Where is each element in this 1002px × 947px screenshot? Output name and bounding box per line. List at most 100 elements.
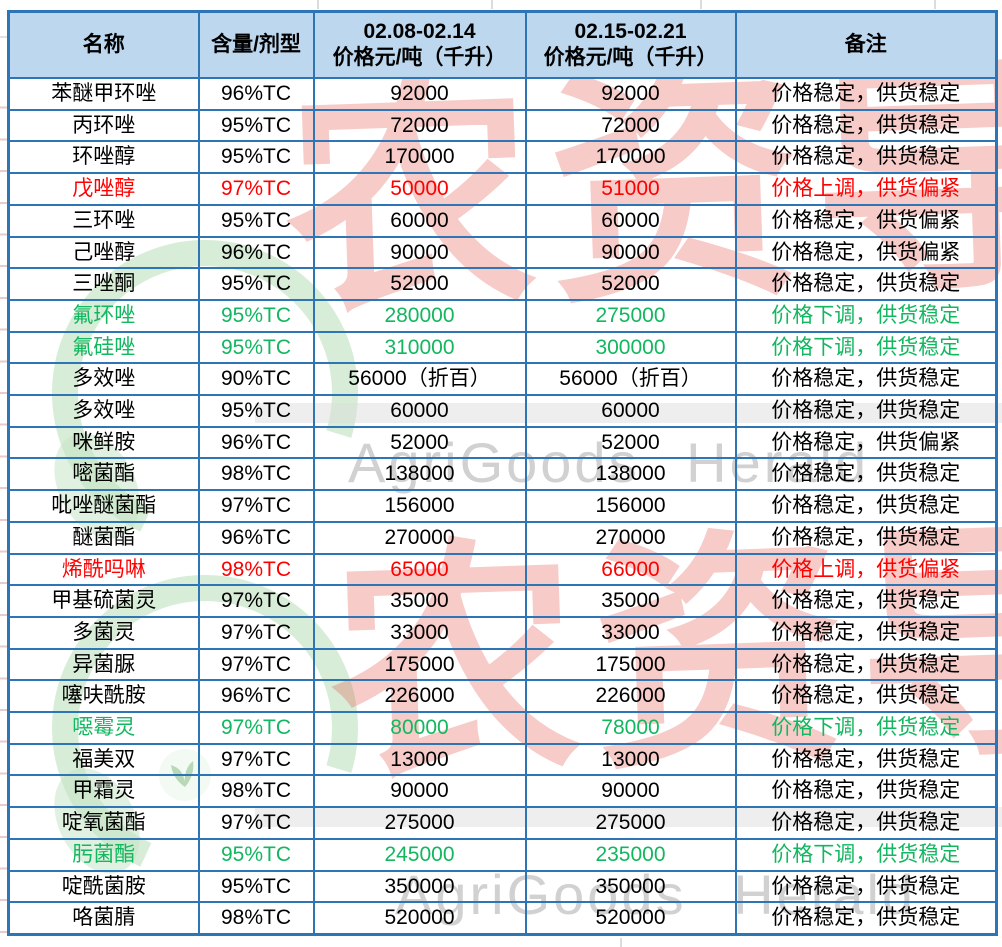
- cell-remark: 价格稳定，供货偏紧: [734, 203, 998, 238]
- cell-week2-price: 270000: [524, 520, 737, 555]
- cell-week1-price: 280000: [312, 298, 527, 333]
- gridline-stub: [0, 36, 7, 38]
- cell-week1-price: 275000: [312, 806, 527, 840]
- cell-week2-price: 170000: [524, 140, 737, 175]
- col-header-week1: 02.08-02.14 价格元/吨（千升）: [312, 10, 527, 79]
- cell-remark: 价格稳定，供货稳定: [734, 774, 998, 809]
- cell-spec: 95%TC: [197, 267, 315, 301]
- row-gridline-stubs: [0, 77, 7, 939]
- header-row: 名称 含量/剂型 02.08-02.14 价格元/吨（千升） 02.15-02.…: [7, 10, 998, 79]
- cell-week1-price: 92000: [312, 77, 527, 111]
- cell-week1-price: 310000: [312, 330, 527, 365]
- cell-product-name: 环唑醇: [7, 140, 200, 175]
- table-row: 肟菌酯 95%TC 245000 235000 价格下调，供货稳定: [7, 837, 998, 872]
- cell-spec: 97%TC: [197, 647, 315, 682]
- table-row: 苯醚甲环唑 96%TC 92000 92000 价格稳定，供货稳定: [7, 77, 998, 111]
- cell-week2-price: 52000: [524, 425, 737, 460]
- cell-spec: 98%TC: [197, 552, 315, 587]
- cell-week1-price: 60000: [312, 394, 527, 428]
- cell-product-name: 甲霜灵: [7, 774, 200, 809]
- cell-spec: 95%TC: [197, 298, 315, 333]
- gridline-stub: [700, 0, 702, 9]
- cell-remark: 价格稳定，供货稳定: [734, 520, 998, 555]
- cell-remark: 价格稳定，供货稳定: [734, 108, 998, 143]
- cell-week2-price: 175000: [524, 647, 737, 682]
- price-table-body: 苯醚甲环唑 96%TC 92000 92000 价格稳定，供货稳定 丙环唑 95…: [7, 77, 998, 936]
- cell-product-name: 氟环唑: [7, 298, 200, 333]
- cell-week2-price: 156000: [524, 489, 737, 523]
- cell-week1-price: 33000: [312, 615, 527, 650]
- table-row: 啶酰菌胺 95%TC 350000 350000 价格稳定，供货稳定: [7, 869, 998, 904]
- table-row: 多效唑 95%TC 60000 60000 价格稳定，供货稳定: [7, 394, 998, 428]
- cell-spec: 95%TC: [197, 203, 315, 238]
- table-row: 烯酰吗啉 98%TC 65000 66000 价格上调，供货偏紧: [7, 552, 998, 587]
- table-row: 氟硅唑 95%TC 310000 300000 价格下调，供货稳定: [7, 330, 998, 365]
- price-table-header: 名称 含量/剂型 02.08-02.14 价格元/吨（千升） 02.15-02.…: [7, 10, 998, 79]
- cell-product-name: 氟硅唑: [7, 330, 200, 365]
- cell-week1-price: 65000: [312, 552, 527, 587]
- cell-remark: 价格稳定，供货稳定: [734, 140, 998, 175]
- cell-product-name: 丙环唑: [7, 108, 200, 143]
- gridline-stub: [317, 0, 319, 9]
- table-row: 咪鲜胺 96%TC 52000 52000 价格稳定，供货偏紧: [7, 425, 998, 460]
- gridline-stub: [620, 938, 622, 947]
- table-row: 三唑酮 95%TC 52000 52000 价格稳定，供货稳定: [7, 267, 998, 301]
- table-row: 三环唑 95%TC 60000 60000 价格稳定，供货偏紧: [7, 203, 998, 238]
- cell-week2-price: 56000（折百）: [524, 362, 737, 397]
- cell-spec: 97%TC: [197, 615, 315, 650]
- table-row: 己唑醇 96%TC 90000 90000 价格稳定，供货偏紧: [7, 235, 998, 270]
- cell-spec: 95%TC: [197, 108, 315, 143]
- cell-week1-price: 72000: [312, 108, 527, 143]
- table-row: 嘧菌酯 98%TC 138000 138000 价格稳定，供货稳定: [7, 457, 998, 492]
- cell-spec: 96%TC: [197, 235, 315, 270]
- cell-week1-price: 80000: [312, 711, 527, 745]
- cell-spec: 97%TC: [197, 806, 315, 840]
- cell-week2-price: 92000: [524, 77, 737, 111]
- cell-product-name: 烯酰吗啉: [7, 552, 200, 587]
- col-header-week2: 02.15-02.21 价格元/吨（千升）: [524, 10, 737, 79]
- cell-product-name: 多菌灵: [7, 615, 200, 650]
- cell-product-name: 异菌脲: [7, 647, 200, 682]
- cell-remark: 价格下调，供货稳定: [734, 837, 998, 872]
- cell-week1-price: 50000: [312, 172, 527, 206]
- cell-product-name: 多效唑: [7, 362, 200, 397]
- cell-remark: 价格稳定，供货稳定: [734, 394, 998, 428]
- cell-week2-price: 226000: [524, 679, 737, 714]
- cell-week2-price: 51000: [524, 172, 737, 206]
- table-row: 噁霉灵 97%TC 80000 78000 价格下调，供货稳定: [7, 711, 998, 745]
- cell-week2-price: 33000: [524, 615, 737, 650]
- cell-week2-price: 60000: [524, 203, 737, 238]
- cell-week2-price: 138000: [524, 457, 737, 492]
- cell-remark: 价格稳定，供货稳定: [734, 362, 998, 397]
- table-row: 多效唑 90%TC 56000（折百） 56000（折百） 价格稳定，供货稳定: [7, 362, 998, 397]
- cell-week2-price: 35000: [524, 584, 737, 618]
- table-row: 甲基硫菌灵 97%TC 35000 35000 价格稳定，供货稳定: [7, 584, 998, 618]
- cell-spec: 95%TC: [197, 394, 315, 428]
- cell-week1-price: 90000: [312, 774, 527, 809]
- cell-spec: 95%TC: [197, 869, 315, 904]
- cell-week1-price: 520000: [312, 901, 527, 936]
- cell-remark: 价格稳定，供货稳定: [734, 615, 998, 650]
- cell-week1-price: 270000: [312, 520, 527, 555]
- cell-week1-price: 175000: [312, 647, 527, 682]
- cell-product-name: 多效唑: [7, 394, 200, 428]
- pesticide-price-table: 名称 含量/剂型 02.08-02.14 价格元/吨（千升） 02.15-02.…: [7, 10, 998, 936]
- cell-remark: 价格稳定，供货稳定: [734, 901, 998, 936]
- week1-date-range: 02.08-02.14: [363, 19, 476, 43]
- table-row: 咯菌腈 98%TC 520000 520000 价格稳定，供货稳定: [7, 901, 998, 936]
- cell-week1-price: 350000: [312, 869, 527, 904]
- cell-spec: 98%TC: [197, 457, 315, 492]
- cell-week1-price: 90000: [312, 235, 527, 270]
- table-row: 啶氧菌酯 97%TC 275000 275000 价格稳定，供货稳定: [7, 806, 998, 840]
- col-header-spec: 含量/剂型: [197, 10, 315, 79]
- cell-remark: 价格稳定，供货稳定: [734, 647, 998, 682]
- cell-week2-price: 275000: [524, 806, 737, 840]
- cell-product-name: 嘧菌酯: [7, 457, 200, 492]
- cell-week2-price: 520000: [524, 901, 737, 936]
- cell-remark: 价格下调，供货稳定: [734, 298, 998, 333]
- table-row: 甲霜灵 98%TC 90000 90000 价格稳定，供货稳定: [7, 774, 998, 809]
- cell-week1-price: 156000: [312, 489, 527, 523]
- cell-product-name: 醚菌酯: [7, 520, 200, 555]
- cell-remark: 价格稳定，供货稳定: [734, 742, 998, 777]
